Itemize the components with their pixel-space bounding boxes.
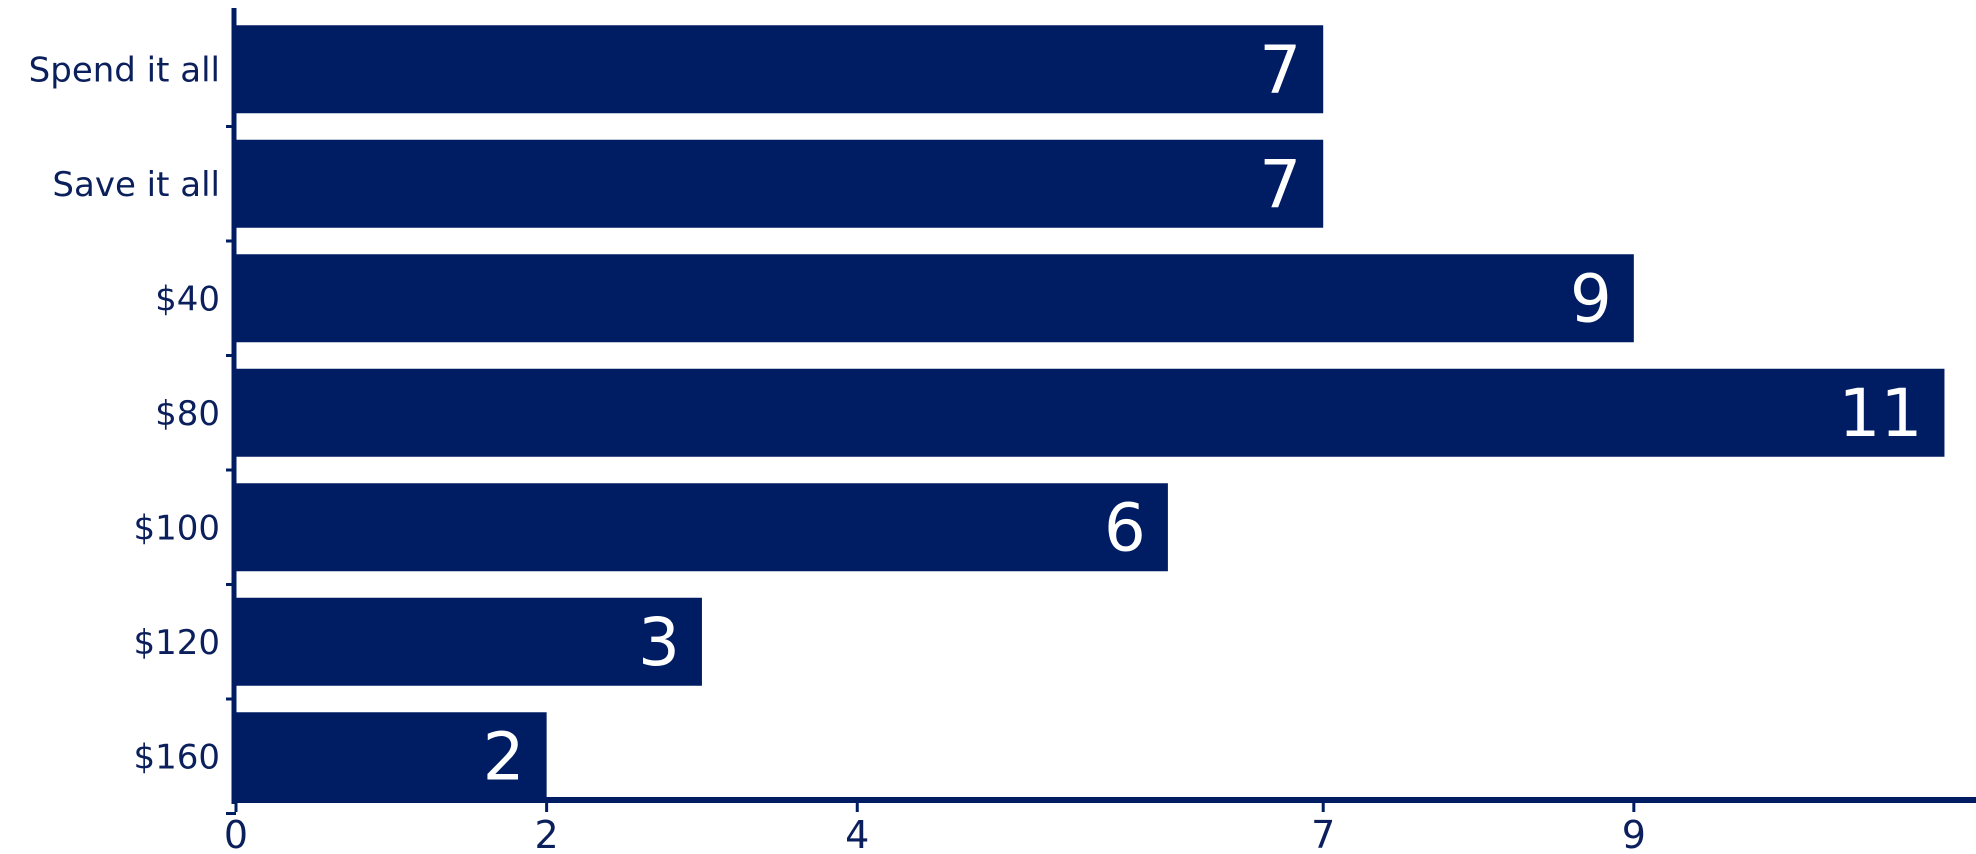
- data-label: 3: [638, 604, 680, 681]
- bar: [236, 597, 702, 686]
- category-label: $100: [133, 508, 220, 548]
- x-tick-label: 9: [1622, 813, 1646, 854]
- bar: [236, 139, 1324, 228]
- data-label: 11: [1838, 375, 1922, 452]
- category-label: $40: [155, 279, 220, 319]
- category-label: Save it all: [52, 165, 220, 205]
- category-labels: Spend it all Save it all $40 $80 $100 $120 $16…: [29, 50, 220, 777]
- data-label: 2: [483, 718, 525, 795]
- x-tick-label: 4: [845, 813, 869, 854]
- bar: [236, 368, 1945, 457]
- bar: [236, 25, 1324, 114]
- data-label: 9: [1570, 260, 1612, 337]
- data-label: 7: [1259, 31, 1301, 108]
- data-label: 7: [1259, 146, 1301, 223]
- category-label: $160: [133, 737, 220, 777]
- x-tick-label: 7: [1311, 813, 1335, 854]
- bars-layer: 7 7 9 11 6 3 2: [236, 25, 1945, 801]
- bar: [236, 483, 1168, 572]
- x-tick-label: 0: [224, 813, 248, 854]
- bar: [236, 712, 547, 801]
- axes: 0 2 4 7 9: [224, 8, 1976, 854]
- x-tick-label: 2: [535, 813, 559, 854]
- bar: [236, 254, 1634, 343]
- data-label: 6: [1104, 489, 1146, 566]
- category-label: $80: [155, 394, 220, 434]
- category-label: Spend it all: [29, 50, 220, 90]
- category-label: $120: [133, 623, 220, 663]
